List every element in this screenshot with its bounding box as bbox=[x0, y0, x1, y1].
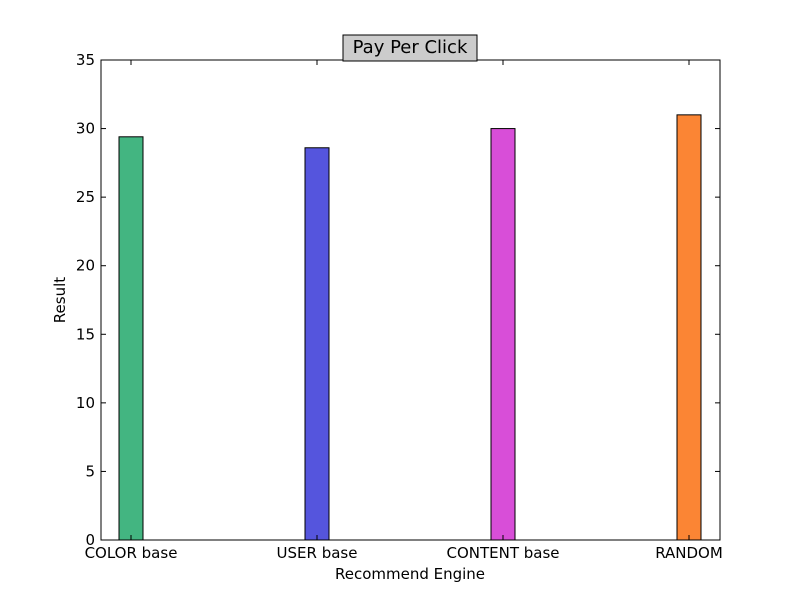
y-tick-label: 30 bbox=[76, 120, 95, 138]
x-tick-label: CONTENT base bbox=[446, 544, 559, 562]
x-tick-label: RANDOM bbox=[655, 544, 723, 562]
plot-area bbox=[101, 60, 720, 540]
x-axis-label: Recommend Engine bbox=[335, 565, 485, 583]
bars-group bbox=[118, 114, 702, 541]
y-tick-label: 35 bbox=[76, 51, 95, 69]
bar bbox=[490, 128, 516, 541]
y-tick-label: 15 bbox=[76, 325, 95, 343]
bar bbox=[304, 147, 330, 541]
x-axis-ticks: COLOR base USER base CONTENT base RANDOM bbox=[85, 60, 723, 562]
y-axis-ticks: 0 5 10 15 20 25 30 35 bbox=[76, 51, 720, 549]
y-tick-label: 20 bbox=[76, 257, 95, 275]
y-tick-label: 25 bbox=[76, 188, 95, 206]
chart-title-box bbox=[342, 34, 478, 62]
y-tick-label: 5 bbox=[85, 462, 95, 480]
y-tick-label: 0 bbox=[85, 531, 95, 549]
x-tick-label: COLOR base bbox=[85, 544, 178, 562]
chart-title: Pay Per Click bbox=[353, 37, 468, 58]
bar bbox=[118, 136, 144, 541]
x-tick-label: USER base bbox=[277, 544, 358, 562]
y-axis-label: Result bbox=[51, 277, 69, 323]
y-tick-label: 10 bbox=[76, 394, 95, 412]
bar bbox=[676, 114, 702, 541]
